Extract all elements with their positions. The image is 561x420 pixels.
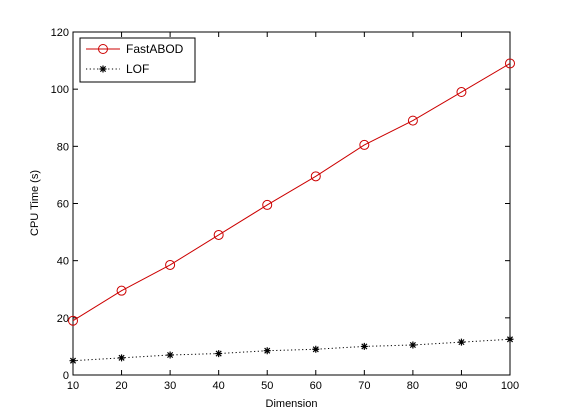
x-tick-label: 10 [67, 380, 79, 392]
legend-label-fastabod: FastABOD [126, 42, 184, 56]
x-tick-label: 90 [455, 380, 467, 392]
x-tick-label: 70 [358, 380, 370, 392]
data-point-lof [166, 351, 174, 359]
data-point-fastabod [359, 139, 370, 150]
y-axis-label: CPU Time (s) [29, 170, 41, 236]
data-point-fastabod [262, 199, 273, 210]
legend-label-lof: LOF [126, 62, 149, 76]
series-line-fastabod [72, 63, 511, 322]
axis-ticks: 10 20 30 40 50 60 70 80 90 100 0 20 40 60 80 100 120 [51, 27, 520, 392]
data-point-fastabod [505, 58, 515, 69]
y-tick-label: 60 [57, 199, 69, 211]
data-point-fastabod [456, 87, 467, 98]
data-point-fastabod [165, 259, 176, 270]
legend-item-lof: LOF [86, 62, 149, 76]
y-tick-label: 40 [57, 256, 69, 268]
x-tick-label: 100 [501, 380, 519, 392]
series-line-lof [72, 338, 511, 362]
data-point-fastabod [116, 285, 127, 296]
y-tick-label: 20 [57, 313, 69, 325]
x-tick-label: 50 [261, 380, 273, 392]
data-point-fastabod [407, 115, 418, 126]
data-point-fastabod [310, 171, 321, 182]
x-tick-label: 20 [115, 380, 127, 392]
series-fastabod [68, 58, 515, 326]
x-tick-label: 30 [164, 380, 176, 392]
series-lof [69, 335, 514, 365]
x-tick-label: 40 [213, 380, 225, 392]
data-point-lof [263, 347, 271, 355]
data-point-lof [506, 335, 514, 343]
data-point-lof [215, 350, 223, 358]
x-tick-label: 80 [407, 380, 419, 392]
legend-marker-lof [99, 65, 107, 73]
legend: FastABOD LOF [79, 37, 196, 83]
x-axis-label: Dimension [266, 398, 318, 410]
series-layer [68, 58, 515, 365]
data-point-lof [360, 342, 368, 350]
y-tick-label: 120 [51, 27, 69, 39]
legend-marker-fastabod [98, 44, 108, 54]
data-point-fastabod [68, 315, 78, 326]
data-point-lof [118, 354, 126, 362]
y-tick-label: 100 [51, 84, 69, 96]
data-point-lof [69, 357, 77, 365]
y-tick-label: 80 [57, 141, 69, 153]
x-tick-label: 60 [310, 380, 322, 392]
data-point-lof [312, 345, 320, 353]
plot-area [72, 31, 511, 376]
y-tick-label: 0 [63, 370, 69, 382]
data-point-lof [409, 341, 417, 349]
data-point-fastabod [213, 229, 224, 240]
data-point-lof [457, 338, 465, 346]
legend-box [79, 37, 196, 83]
legend-item-fastabod: FastABOD [86, 42, 184, 56]
legend-items: FastABOD LOF [86, 42, 184, 76]
